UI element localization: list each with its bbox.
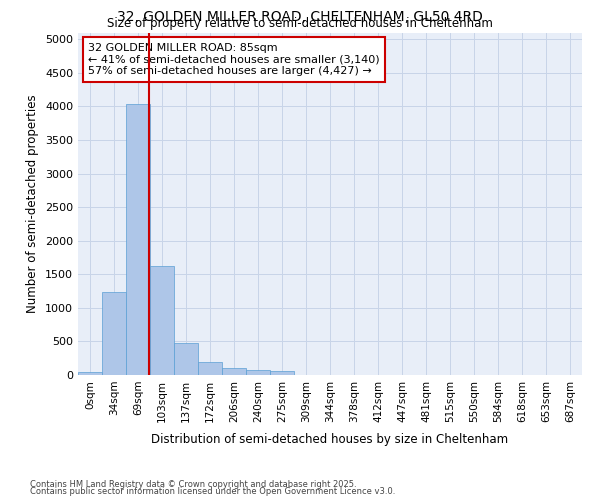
Text: 32, GOLDEN MILLER ROAD, CHELTENHAM, GL50 4RD: 32, GOLDEN MILLER ROAD, CHELTENHAM, GL50… [117,10,483,24]
Bar [150,266,174,375]
Y-axis label: Number of semi-detached properties: Number of semi-detached properties [26,94,40,313]
Text: Size of property relative to semi-detached houses in Cheltenham: Size of property relative to semi-detach… [107,18,493,30]
Text: 32 GOLDEN MILLER ROAD: 85sqm
← 41% of semi-detached houses are smaller (3,140)
5: 32 GOLDEN MILLER ROAD: 85sqm ← 41% of se… [88,43,380,76]
X-axis label: Distribution of semi-detached houses by size in Cheltenham: Distribution of semi-detached houses by … [151,433,509,446]
Bar [174,343,198,375]
Bar [270,372,294,375]
Text: Contains HM Land Registry data © Crown copyright and database right 2025.: Contains HM Land Registry data © Crown c… [30,480,356,489]
Bar [222,368,246,375]
Bar [102,292,126,375]
Bar [246,370,270,375]
Bar [198,362,222,375]
Bar [126,104,150,375]
Text: Contains public sector information licensed under the Open Government Licence v3: Contains public sector information licen… [30,487,395,496]
Bar [78,372,102,375]
